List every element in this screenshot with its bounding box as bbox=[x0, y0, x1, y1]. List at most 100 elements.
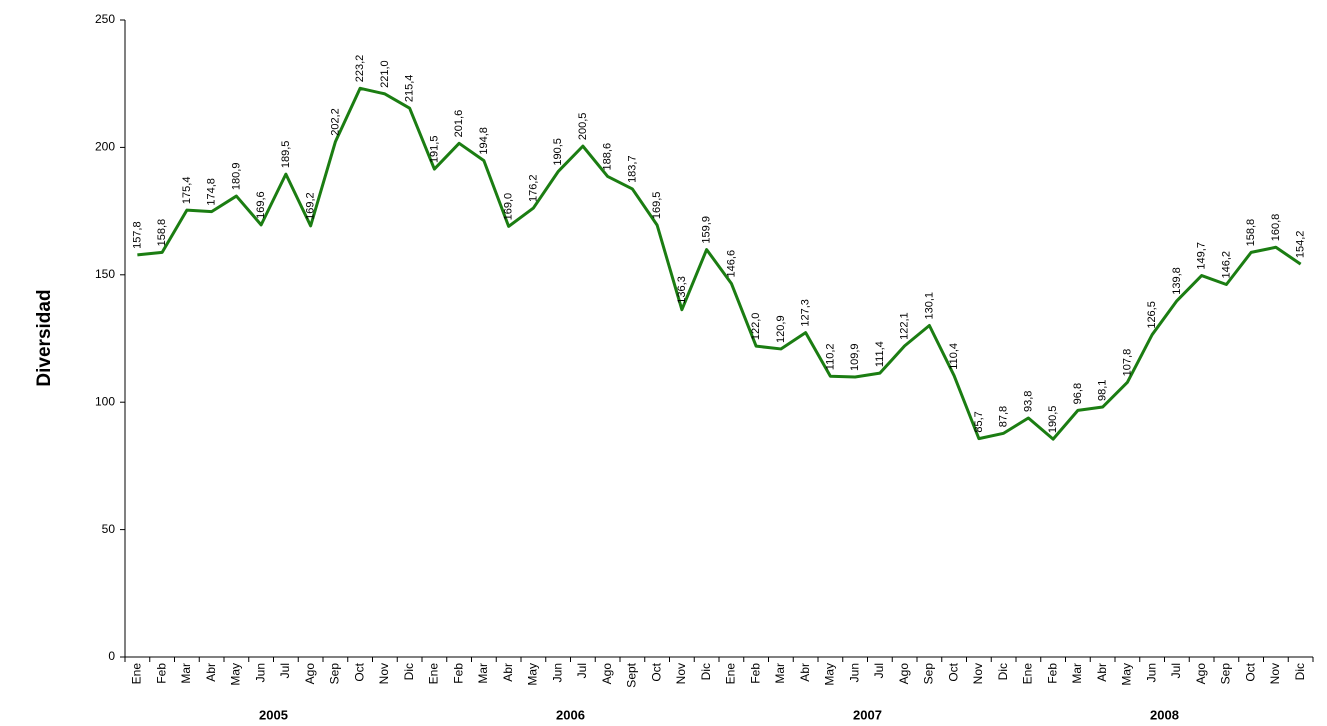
x-tick-label: Jul bbox=[575, 663, 589, 678]
x-tick-label: Sep bbox=[922, 663, 936, 685]
data-label: 169,5 bbox=[651, 192, 663, 220]
x-tick-label: Abr bbox=[1095, 663, 1109, 682]
x-tick-label: Nov bbox=[1268, 663, 1282, 684]
data-label: 96,8 bbox=[1072, 383, 1084, 404]
y-tick-label: 250 bbox=[95, 12, 115, 26]
data-label: 130,1 bbox=[923, 292, 935, 320]
data-label: 110,4 bbox=[948, 343, 960, 370]
year-label: 2005 bbox=[259, 707, 288, 722]
data-label: 200,5 bbox=[577, 113, 589, 141]
data-label: 183,7 bbox=[626, 155, 638, 183]
x-tick-label: Ene bbox=[1021, 663, 1035, 685]
x-tick-label: Sep bbox=[1219, 663, 1233, 685]
x-tick-label: Ene bbox=[130, 663, 144, 685]
x-tick-label: Feb bbox=[748, 663, 762, 684]
data-label: 158,8 bbox=[156, 219, 168, 247]
data-label: 221,0 bbox=[379, 60, 391, 88]
x-tick-label: Oct bbox=[352, 662, 366, 681]
y-tick-label: 50 bbox=[102, 522, 116, 536]
x-tick-label: Dic bbox=[1293, 663, 1307, 680]
y-tick-label: 0 bbox=[108, 649, 115, 663]
data-label: 85,7 bbox=[973, 411, 985, 432]
x-tick-label: Abr bbox=[204, 663, 218, 682]
x-tick-label: Nov bbox=[377, 663, 391, 684]
data-label: 223,2 bbox=[354, 55, 366, 83]
data-label: 111,4 bbox=[874, 341, 886, 367]
x-tick-label: Jul bbox=[1169, 663, 1183, 678]
data-label: 180,9 bbox=[230, 163, 242, 191]
x-tick-label: Jun bbox=[550, 663, 564, 682]
x-tick-label: Dic bbox=[996, 663, 1010, 680]
x-tick-label: Mar bbox=[476, 663, 490, 684]
year-label: 2007 bbox=[853, 707, 882, 722]
data-label: 160,8 bbox=[1270, 214, 1282, 242]
x-tick-label: Feb bbox=[1045, 663, 1059, 684]
data-label: 169,6 bbox=[255, 191, 267, 219]
data-label: 154,2 bbox=[1295, 231, 1307, 259]
data-label: 175,4 bbox=[181, 177, 193, 205]
data-label: 122,0 bbox=[750, 313, 762, 341]
x-tick-label: Oct bbox=[649, 662, 663, 681]
data-label: 109,9 bbox=[849, 343, 861, 371]
data-label: 149,7 bbox=[1196, 242, 1208, 270]
annotation: 190,5 bbox=[1047, 406, 1059, 434]
data-label: 169,0 bbox=[503, 193, 515, 221]
data-label: 93,8 bbox=[1022, 391, 1034, 412]
x-tick-label: Jun bbox=[1144, 663, 1158, 682]
data-label: 107,8 bbox=[1121, 349, 1133, 377]
x-tick-label: May bbox=[229, 663, 243, 686]
x-tick-label: Oct bbox=[946, 662, 960, 681]
x-tick-label: Jul bbox=[872, 663, 886, 678]
data-label: 87,8 bbox=[998, 406, 1010, 427]
y-tick-label: 150 bbox=[95, 267, 115, 281]
x-tick-label: Dic bbox=[402, 663, 416, 680]
x-tick-label: Ago bbox=[1194, 663, 1208, 685]
data-label: 157,8 bbox=[131, 221, 143, 249]
x-tick-label: Jun bbox=[847, 663, 861, 682]
data-label: 98,1 bbox=[1097, 380, 1109, 401]
data-label: 127,3 bbox=[800, 299, 812, 327]
data-label: 136,3 bbox=[676, 276, 688, 304]
x-tick-label: Sep bbox=[328, 663, 342, 685]
x-tick-label: Feb bbox=[154, 663, 168, 684]
x-tick-label: Ago bbox=[303, 663, 317, 685]
data-label: 194,8 bbox=[478, 127, 490, 155]
data-label: 215,4 bbox=[404, 75, 416, 103]
data-line bbox=[137, 86, 1302, 441]
x-tick-label: Oct bbox=[1243, 662, 1257, 681]
x-tick-label: Mar bbox=[1070, 663, 1084, 684]
data-label: 110,2 bbox=[824, 343, 836, 370]
data-label: 139,8 bbox=[1171, 267, 1183, 295]
x-tick-label: Abr bbox=[798, 663, 812, 682]
x-tick-label: Ene bbox=[427, 663, 441, 685]
y-axis-title: Diversidad bbox=[34, 289, 55, 386]
x-tick-label: Jun bbox=[253, 663, 267, 682]
x-tick-label: Mar bbox=[179, 663, 193, 684]
data-label: 176,2 bbox=[527, 175, 539, 203]
data-label: 120,9 bbox=[775, 315, 787, 343]
data-label: 169,2 bbox=[305, 192, 317, 220]
data-label: 158,8 bbox=[1245, 219, 1257, 247]
x-tick-label: Dic bbox=[699, 663, 713, 680]
data-label: 188,6 bbox=[602, 143, 614, 171]
x-tick-label: Abr bbox=[501, 663, 515, 682]
data-label: 174,8 bbox=[206, 178, 218, 206]
x-tick-label: Feb bbox=[451, 663, 465, 684]
data-label: 201,6 bbox=[453, 110, 465, 138]
data-label: 202,2 bbox=[329, 108, 341, 136]
x-tick-label: Mar bbox=[773, 663, 787, 684]
x-tick-label: Ago bbox=[897, 663, 911, 685]
data-label: 190,5 bbox=[552, 138, 564, 166]
data-label: 146,6 bbox=[725, 250, 737, 278]
data-label: 126,5 bbox=[1146, 301, 1158, 329]
y-tick-label: 100 bbox=[95, 394, 115, 408]
data-label: 146,2 bbox=[1220, 251, 1232, 279]
x-tick-label: Sept bbox=[625, 662, 639, 687]
x-tick-label: Ene bbox=[724, 663, 738, 685]
data-label: 189,5 bbox=[280, 141, 292, 169]
x-tick-label: Nov bbox=[674, 663, 688, 684]
y-tick-label: 200 bbox=[95, 140, 115, 154]
x-tick-label: May bbox=[526, 663, 540, 686]
data-label: 122,1 bbox=[899, 312, 911, 340]
